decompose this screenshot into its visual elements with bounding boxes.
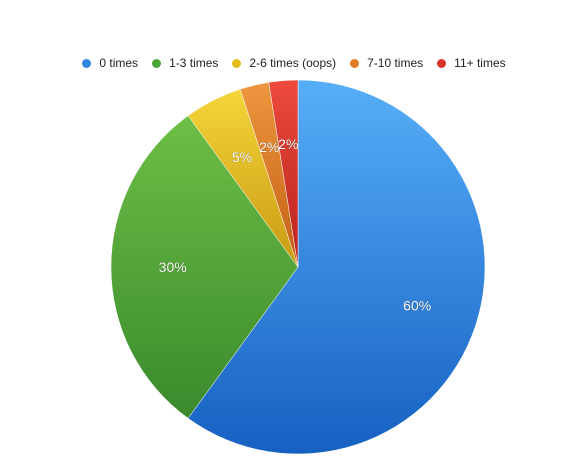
legend-item: 7-10 times — [350, 56, 423, 70]
legend-item: 2-6 times (oops) — [232, 56, 336, 70]
legend-label: 2-6 times (oops) — [249, 56, 337, 70]
pie-labels: 60% 30% 5% 2%2% — [158, 136, 431, 314]
pie-slice — [187, 79, 486, 455]
slice-value-label: 5% — [232, 149, 252, 165]
legend-item: 11+ times — [437, 56, 506, 70]
legend-item: 1-3 times — [152, 56, 218, 70]
legend-label: 0 times — [99, 56, 139, 70]
legend-label: 11+ times — [454, 56, 506, 70]
slice-value-label: 30% — [159, 259, 187, 275]
pie-slices — [110, 79, 486, 455]
legend-swatch — [232, 58, 242, 68]
slice-value-label: 2% — [278, 136, 298, 152]
pie-slice — [268, 79, 299, 268]
slice-value-label: 60% — [403, 298, 431, 314]
legend-item: 0 times — [82, 56, 138, 70]
pie-slice — [110, 115, 299, 419]
legend-label: 1-3 times — [169, 56, 219, 70]
chart-legend: 0 times 1-3 times 2-6 times (oops) 7-10 tim… — [0, 56, 588, 70]
slice-value-label: 2% — [259, 139, 279, 155]
legend-swatch — [350, 58, 360, 68]
legend-label: 7-10 times — [367, 56, 424, 70]
legend-swatch — [437, 58, 447, 68]
legend-swatch — [82, 58, 92, 68]
legend-swatch — [152, 58, 162, 68]
